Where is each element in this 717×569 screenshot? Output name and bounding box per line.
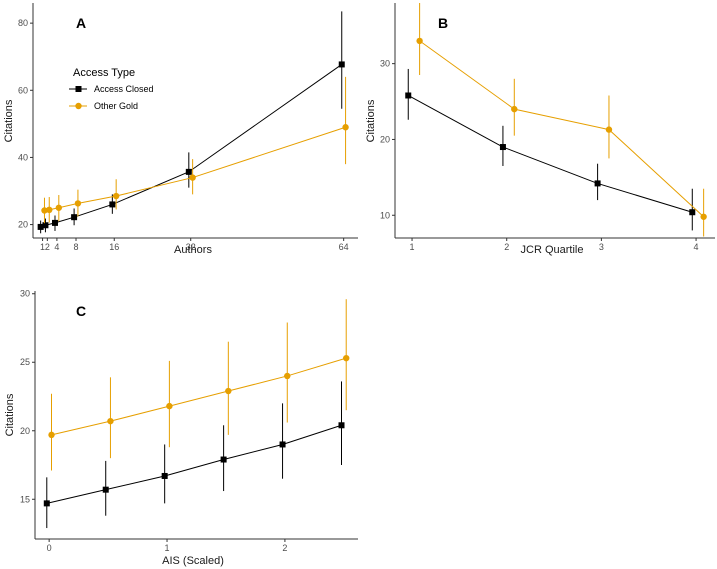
data-point-other-gold (41, 207, 48, 214)
x-tick-label: 8 (74, 242, 79, 252)
data-point-other-gold (48, 431, 55, 439)
data-point-access-closed (42, 222, 49, 229)
data-point-other-gold (112, 192, 120, 200)
data-point-other-gold (511, 105, 518, 113)
panel-a: 20 40 60 80 1 2 4 8 16 32 64 Authors Citations A (3, 3, 358, 256)
data-point-access-closed (689, 209, 696, 216)
data-point-other-gold (225, 387, 232, 395)
data-point-other-gold (343, 354, 350, 362)
y-tick-label: 25 (20, 357, 30, 367)
x-tick-label: 2 (45, 242, 50, 252)
legend: Access Type Access Closed Other Gold (69, 67, 154, 111)
data-point-access-closed (185, 168, 192, 175)
data-point-access-closed (594, 180, 601, 187)
data-point-access-closed (338, 61, 345, 68)
y-tick-label: 80 (18, 18, 28, 28)
data-point-access-closed (161, 472, 168, 479)
panel-b: 10 20 30 1 2 3 4 JCR Quartile Citations B (365, 3, 715, 256)
x-axis-title: JCR Quartile (521, 244, 584, 256)
data-point-access-closed (51, 219, 58, 226)
data-point-other-gold (166, 402, 173, 410)
data-point-other-gold (605, 126, 613, 133)
y-tick-label: 20 (380, 134, 390, 144)
x-tick-label: 1 (165, 543, 170, 553)
x-tick-label: 1 (410, 242, 415, 252)
data-point-access-closed (405, 92, 412, 99)
y-tick-label: 15 (20, 494, 30, 504)
legend-title: Access Type (73, 67, 135, 79)
panel-letter: C (76, 303, 86, 319)
panel-c: 15 20 25 30 0 1 2 AIS (Scaled) Citations C (4, 289, 358, 567)
legend-entry-access-closed: Access Closed (69, 84, 154, 94)
x-tick-label: 4 (694, 242, 699, 252)
y-axis-title: Citations (3, 99, 15, 142)
series-line-access-closed (46, 424, 342, 504)
y-tick-label: 20 (20, 426, 30, 436)
data-point-access-closed (102, 486, 109, 493)
series-line-other-gold (44, 126, 346, 211)
data-point-access-closed (37, 223, 44, 230)
y-tick-label: 60 (18, 85, 28, 95)
series-line-other-gold (419, 40, 704, 218)
data-point-other-gold (416, 37, 423, 45)
x-tick-label: 4 (54, 242, 59, 252)
data-point-other-gold (55, 204, 63, 211)
x-tick-label: 3 (599, 242, 604, 252)
data-point-other-gold (700, 213, 707, 220)
data-point-other-gold (74, 200, 82, 207)
data-point-other-gold (46, 206, 53, 213)
legend-label-other-gold: Other Gold (94, 101, 138, 111)
x-tick-label: 0 (47, 543, 52, 553)
x-tick-label: 1 (40, 242, 45, 252)
data-point-access-closed (109, 201, 116, 208)
y-tick-label: 30 (380, 59, 390, 69)
data-point-access-closed (499, 144, 506, 151)
panel-letter: A (76, 15, 86, 31)
data-point-access-closed (220, 456, 227, 463)
y-tick-label: 10 (380, 210, 390, 220)
data-point-other-gold (342, 124, 349, 131)
x-axis-title: AIS (Scaled) (162, 555, 224, 567)
y-tick-label: 40 (18, 152, 28, 162)
legend-label-access-closed: Access Closed (94, 84, 154, 94)
x-axis-title: Authors (174, 244, 212, 256)
data-point-other-gold (107, 417, 114, 425)
y-tick-label: 30 (20, 289, 30, 299)
y-axis-title: Citations (365, 99, 377, 142)
data-point-access-closed (43, 500, 50, 507)
legend-circle-icon (75, 102, 82, 110)
series-line-access-closed (408, 95, 693, 213)
y-tick-label: 20 (18, 220, 28, 230)
x-tick-label: 32 (186, 242, 196, 252)
data-point-access-closed (338, 422, 345, 429)
x-tick-label: 16 (109, 242, 119, 252)
x-tick-label: 64 (339, 242, 349, 252)
y-axis-title: Citations (4, 393, 16, 436)
data-point-access-closed (279, 441, 286, 448)
legend-entry-other-gold: Other Gold (69, 101, 138, 111)
panel-letter: B (438, 15, 448, 31)
data-point-other-gold (189, 174, 196, 181)
data-point-other-gold (284, 372, 291, 380)
data-point-access-closed (71, 214, 78, 221)
legend-square-icon (75, 86, 82, 92)
x-tick-label: 2 (504, 242, 509, 252)
series-line-other-gold (51, 357, 347, 436)
x-tick-label: 2 (282, 543, 287, 553)
